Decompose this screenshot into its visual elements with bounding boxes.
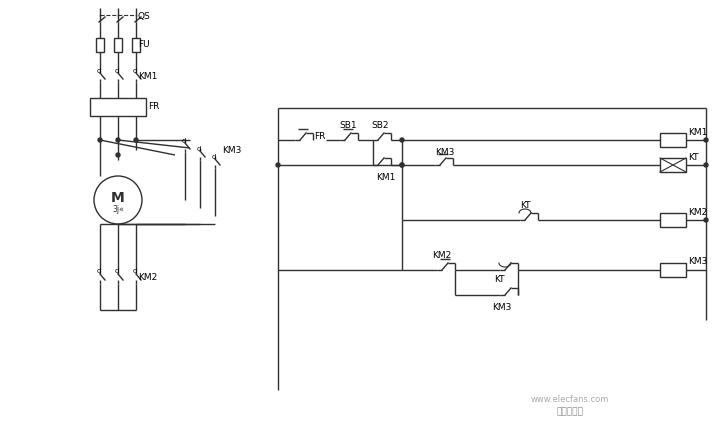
Circle shape xyxy=(704,138,708,142)
Circle shape xyxy=(116,138,120,142)
Circle shape xyxy=(276,163,280,167)
Bar xyxy=(660,263,686,277)
Circle shape xyxy=(400,163,404,167)
Bar xyxy=(90,98,146,116)
Text: d: d xyxy=(97,268,101,274)
Text: KM3: KM3 xyxy=(222,146,242,155)
Circle shape xyxy=(116,153,120,157)
Text: KT: KT xyxy=(494,276,505,285)
Text: d: d xyxy=(212,154,217,160)
Text: d: d xyxy=(197,146,201,152)
Text: SB2: SB2 xyxy=(371,121,389,130)
Bar xyxy=(660,133,686,147)
Text: M: M xyxy=(111,191,125,205)
Text: SB1: SB1 xyxy=(339,121,356,130)
Text: FR: FR xyxy=(314,131,326,140)
Bar xyxy=(96,38,104,52)
Text: KT: KT xyxy=(688,152,698,161)
Bar xyxy=(132,38,140,52)
Text: d: d xyxy=(115,268,119,274)
Text: KM2: KM2 xyxy=(688,208,707,217)
Text: d: d xyxy=(133,268,138,274)
Text: 电子发烧友: 电子发烧友 xyxy=(556,407,584,416)
Text: d: d xyxy=(133,68,138,74)
Text: d: d xyxy=(97,68,101,74)
Bar xyxy=(114,38,122,52)
Text: KM2: KM2 xyxy=(432,252,451,261)
Text: FU: FU xyxy=(138,39,150,48)
Text: KM2: KM2 xyxy=(138,273,157,282)
Circle shape xyxy=(400,138,404,142)
Text: KM3: KM3 xyxy=(688,258,708,267)
Bar xyxy=(660,213,686,227)
Text: KM3: KM3 xyxy=(435,148,455,157)
Text: d: d xyxy=(115,68,119,74)
Text: 3j«: 3j« xyxy=(112,205,124,214)
Bar xyxy=(660,158,686,172)
Text: KM1: KM1 xyxy=(138,71,157,80)
Text: QS: QS xyxy=(138,12,151,21)
Text: www.elecfans.com: www.elecfans.com xyxy=(531,395,609,404)
Text: KM1: KM1 xyxy=(688,128,708,137)
Circle shape xyxy=(94,176,142,224)
Circle shape xyxy=(400,163,404,167)
Circle shape xyxy=(134,138,138,142)
Circle shape xyxy=(704,163,708,167)
Text: KM1: KM1 xyxy=(376,172,395,181)
Text: FR: FR xyxy=(148,101,159,110)
Circle shape xyxy=(704,218,708,222)
Text: KT: KT xyxy=(520,200,531,209)
Text: d: d xyxy=(182,138,186,144)
Text: KM3: KM3 xyxy=(492,303,511,312)
Circle shape xyxy=(98,138,102,142)
